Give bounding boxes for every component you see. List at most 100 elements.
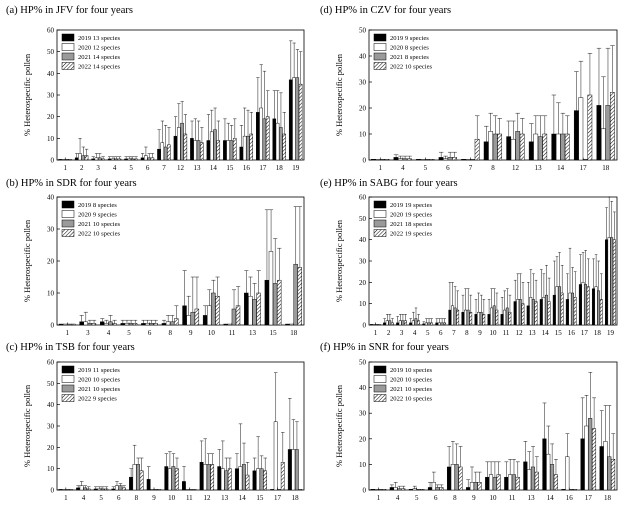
y-tick-label: 10 (359, 131, 367, 139)
bar (209, 131, 214, 161)
chart-title: (f) HP% in SNR for four years (320, 342, 449, 353)
bar (190, 138, 194, 161)
bar (582, 158, 588, 161)
legend-entry: 2022 19 species (390, 231, 433, 238)
bar (456, 309, 460, 326)
bar (495, 309, 499, 326)
x-tick-label: 7 (469, 164, 473, 172)
bar (544, 294, 548, 326)
bar (487, 314, 491, 326)
bar (245, 474, 250, 491)
bar (482, 314, 486, 326)
x-tick-label: 17 (585, 494, 593, 502)
legend-entry: 2022 9 species (78, 396, 117, 403)
bar (118, 485, 123, 491)
x-tick-label: 2 (80, 164, 84, 172)
bar (431, 482, 436, 491)
bar (542, 438, 547, 491)
bar (223, 323, 228, 326)
x-tick-label: 7 (162, 164, 166, 172)
bar (452, 157, 457, 161)
bar (374, 489, 379, 491)
x-tick-label: 14 (210, 164, 218, 172)
bar (288, 79, 293, 161)
bar (294, 449, 299, 491)
bar (542, 133, 548, 161)
x-tick-label: 14 (239, 494, 247, 502)
bar (587, 94, 593, 161)
y-tick-label: 60 (47, 27, 55, 35)
y-tick-label: 20 (359, 105, 367, 113)
bar (86, 488, 91, 491)
x-tick-label: 7 (452, 329, 456, 337)
bar (144, 155, 148, 161)
legend-swatch (61, 200, 75, 209)
bar (466, 309, 470, 326)
y-tick-label: 20 (359, 435, 367, 443)
bar (530, 466, 535, 491)
y-tick-label: 10 (47, 135, 55, 143)
x-tick-label: 4 (401, 164, 405, 172)
bar (407, 158, 412, 161)
bar (104, 323, 109, 326)
bar (551, 133, 557, 161)
bar (601, 128, 606, 161)
bar (128, 323, 134, 326)
bar (526, 305, 530, 326)
y-tick-label: 50 (47, 48, 55, 56)
bar (174, 318, 179, 326)
x-tick-label: 11 (503, 329, 510, 337)
bar (58, 323, 64, 326)
legend-swatch (373, 384, 387, 393)
x-tick-label: 10 (208, 329, 216, 337)
y-tick-label: 10 (359, 461, 367, 469)
bar (79, 485, 84, 491)
bar (244, 292, 249, 326)
bar (401, 488, 406, 491)
y-axis-label: % Heterospecific pollen (334, 384, 344, 467)
bar (262, 118, 267, 161)
bar (104, 488, 109, 491)
bar (375, 324, 379, 326)
bar (145, 323, 150, 326)
x-tick-label: 17 (259, 164, 267, 172)
bar (97, 488, 102, 491)
y-tick-label: 40 (47, 401, 55, 409)
bar (591, 288, 595, 326)
bar (382, 489, 387, 491)
bar (560, 292, 564, 326)
bar (223, 140, 227, 161)
legend-entry: 2020 12 species (78, 45, 121, 52)
bar (537, 136, 543, 161)
bar (513, 301, 517, 326)
x-tick-label: 8 (453, 494, 457, 502)
x-tick-label: 14 (547, 494, 555, 502)
bar (265, 116, 270, 161)
legend-swatch (373, 229, 387, 237)
legend-swatch (373, 375, 387, 383)
bar (279, 127, 283, 161)
bar (437, 322, 441, 326)
bar (461, 311, 465, 326)
legend-swatch (61, 33, 75, 42)
bar (371, 158, 376, 161)
bar (488, 131, 494, 161)
legend-entry: 2020 8 species (390, 45, 429, 52)
bar (183, 133, 188, 161)
y-tick-label: 60 (359, 194, 367, 202)
bar (390, 322, 394, 326)
bar (81, 155, 86, 161)
legend-swatch (373, 394, 387, 402)
y-axis-label: % Heterospecific pollen (22, 384, 32, 467)
bar (65, 489, 70, 491)
bar (505, 307, 509, 326)
x-tick-label: 3 (86, 329, 90, 337)
bar (62, 323, 68, 326)
bar (293, 263, 298, 326)
legend-swatch (61, 43, 75, 51)
x-tick-label: 15 (270, 329, 278, 337)
bar (558, 286, 561, 326)
y-tick-label: 0 (51, 487, 55, 495)
bar (420, 489, 425, 491)
bar (427, 487, 432, 491)
